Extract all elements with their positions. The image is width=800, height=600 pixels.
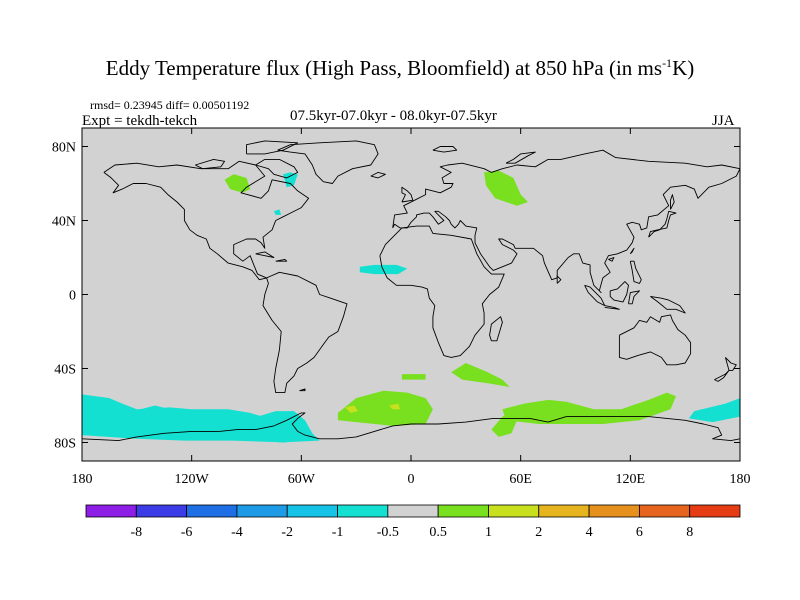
coastline-ellesmere-island [246, 140, 299, 155]
colorbar-level-label: -1 [332, 525, 344, 540]
coastline-svalbard [432, 146, 458, 153]
coastline-philippines [629, 260, 642, 284]
coastline-falklands [299, 388, 306, 392]
contour-region-12 [401, 374, 426, 380]
contour-region-16 [140, 405, 170, 413]
contour-region-6 [82, 394, 287, 443]
colorbar-level-label: 8 [686, 525, 693, 540]
coastline-borneo [609, 281, 629, 303]
coastline-great-britain [401, 186, 414, 203]
colorbar-box-3 [186, 504, 238, 518]
period-label: 07.5kyr-07.0kyr - 08.0kyr-07.5kyr [290, 108, 497, 124]
x-tick-label: 180 [730, 472, 751, 487]
coastline-antarctica [82, 412, 740, 442]
colorbar-level-label: 4 [586, 525, 593, 540]
contour-region-1 [224, 174, 251, 193]
coastline-north-america [103, 160, 310, 281]
colorbar-box-5 [286, 504, 338, 518]
season-label: JJA [712, 113, 735, 129]
coastline-java [604, 305, 620, 310]
coastline-madagascar [489, 316, 503, 342]
colorbar-box-10 [538, 504, 590, 518]
coastline-hainan [608, 257, 615, 262]
x-tick-label: 60W [288, 472, 316, 487]
coastline-novaya-zemlya [505, 151, 536, 164]
experiment-label: Expt = tekdh-tekch [82, 113, 198, 129]
contour-region-14 [491, 412, 517, 437]
x-tick-label: 120E [616, 472, 646, 487]
coastline-japan [648, 210, 677, 238]
coastline-new-zealand-south [714, 369, 730, 382]
contour-region-10 [389, 403, 400, 410]
colorbar-box-11 [588, 504, 640, 518]
colorbar-level-label: 2 [535, 525, 542, 540]
contour-region-3 [273, 209, 282, 215]
coastline-new-zealand [724, 357, 737, 371]
colorbar-level-label: 1 [485, 525, 492, 540]
contour-region-2 [283, 172, 298, 188]
coastline-eurasia [392, 149, 740, 294]
coastline-cuba [255, 251, 275, 258]
contour-region-8 [337, 390, 433, 426]
y-tick-label: 80S [54, 437, 76, 452]
colorbar-level-label: -8 [130, 525, 142, 540]
colorbar-level-label: -6 [181, 525, 193, 540]
colorbar-level-label: -4 [231, 525, 243, 540]
colorbar-box-6 [337, 504, 389, 518]
contour-region-5 [484, 170, 528, 206]
coastline-iceland [370, 171, 386, 179]
colorbar-box-7 [387, 504, 439, 518]
coastline-south-america [262, 271, 348, 394]
y-tick-label: 0 [69, 289, 76, 304]
colorbar-box-13 [689, 504, 741, 518]
chart-title: Eddy Temperature flux (High Pass, Bloomf… [105, 56, 695, 80]
colorbar-level-label: -0.5 [377, 525, 399, 540]
contour-region-9 [345, 405, 358, 413]
coastline-australia [618, 314, 692, 366]
colorbar-level-label: 6 [636, 525, 643, 540]
coastline-taiwan [629, 247, 635, 255]
colorbar-box-1 [85, 504, 137, 518]
x-tick-label: 60E [509, 472, 532, 487]
y-tick-label: 40S [54, 363, 76, 378]
coastline-new-guinea [650, 295, 686, 314]
colorbar-box-9 [488, 504, 540, 518]
x-tick-label: 120W [175, 472, 210, 487]
x-tick-label: 180 [72, 472, 93, 487]
colorbar-box-8 [437, 504, 489, 518]
colorbar-box-12 [638, 504, 691, 518]
coastline-greenland [277, 140, 379, 184]
contour-region-11 [451, 363, 510, 387]
colorbar-box-2 [135, 504, 188, 518]
colorbar-level-label: -2 [281, 525, 293, 540]
y-tick-label: 80N [52, 141, 76, 156]
contour-region-15 [688, 398, 740, 423]
coastline-hispaniola [275, 258, 288, 262]
x-tick-label: 0 [408, 472, 415, 487]
coastline-sri-lanka [556, 275, 562, 284]
coastline-africa [379, 225, 505, 358]
colorbar-level-label: 0.5 [429, 525, 447, 540]
y-tick-label: 40N [52, 215, 76, 230]
coastline-sakhalin [670, 194, 675, 210]
coastline-victoria-island [195, 158, 226, 170]
coastline-baffin-island [255, 158, 299, 179]
coastline-sulawesi [628, 290, 640, 305]
colorbar-box-4 [236, 504, 288, 518]
stats-label: rmsd= 0.23945 diff= 0.00501192 [90, 98, 250, 112]
